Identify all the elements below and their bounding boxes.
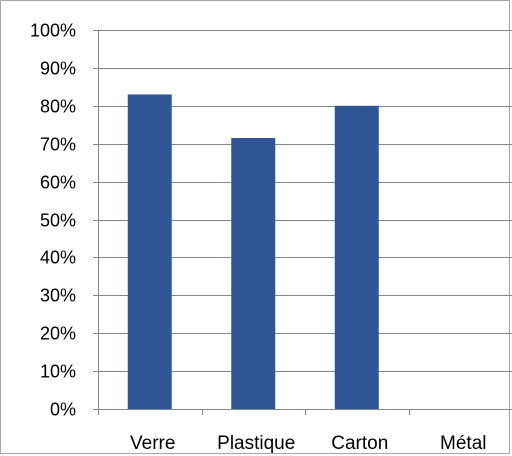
y-tick-label: 100% xyxy=(30,21,76,41)
bar-plastique xyxy=(231,138,276,409)
x-tick-label: Carton xyxy=(331,433,388,454)
y-tick-label: 10% xyxy=(40,362,76,382)
y-tick-label: 60% xyxy=(40,173,76,193)
y-tick-label: 80% xyxy=(40,97,76,117)
x-tick-label: Verre xyxy=(130,433,175,454)
bar-verre xyxy=(127,94,172,410)
y-tick-label: 30% xyxy=(40,286,76,306)
y-tick-label: 90% xyxy=(40,59,76,79)
x-tick-label: Métal xyxy=(440,433,486,454)
y-tick-label: 40% xyxy=(40,248,76,268)
y-tick-label: 20% xyxy=(40,324,76,344)
y-tick-label: 50% xyxy=(40,211,76,231)
x-tick-label: Plastique xyxy=(217,433,295,454)
y-tick-label: 0% xyxy=(50,400,76,420)
y-tick-label: 70% xyxy=(40,135,76,155)
bar-carton xyxy=(334,105,379,410)
